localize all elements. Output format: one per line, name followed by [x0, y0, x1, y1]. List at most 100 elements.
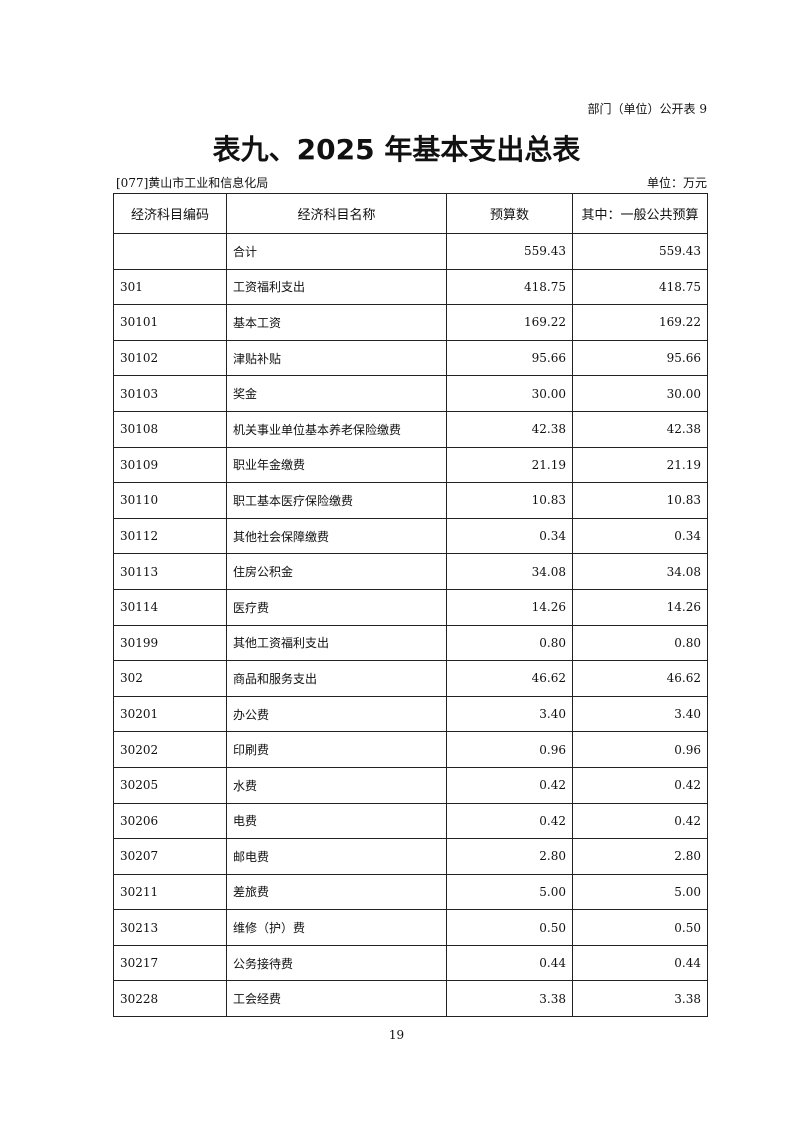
cell-code [113, 233, 227, 270]
cell-code: 30113 [113, 553, 227, 590]
table-row: 30108 机关事业单位基本养老保险缴费 42.38 42.38 [113, 410, 708, 448]
header-general-budget: 其中：一般公共预算 [572, 193, 708, 234]
cell-budget: 30.00 [446, 375, 573, 412]
cell-code: 30202 [113, 731, 227, 768]
cell-budget: 0.42 [446, 802, 573, 840]
cell-code: 30108 [113, 410, 227, 448]
cell-general-budget: 42.38 [572, 410, 708, 448]
cell-code: 30103 [113, 375, 227, 412]
cell-budget: 5.00 [446, 873, 573, 911]
table-row: 30103 奖金 30.00 30.00 [113, 375, 708, 412]
cell-code: 30110 [113, 482, 227, 519]
table-row: 30112 其他社会保障缴费 0.34 0.34 [113, 517, 708, 555]
cell-code: 30109 [113, 446, 227, 484]
cell-budget: 559.43 [446, 233, 573, 270]
cell-name: 邮电费 [226, 838, 447, 875]
table-row: 30113 住房公积金 34.08 34.08 [113, 553, 708, 590]
cell-general-budget: 0.42 [572, 802, 708, 840]
table-row: 30110 职工基本医疗保险缴费 10.83 10.83 [113, 482, 708, 519]
table-row: 30228 工会经费 3.38 3.38 [113, 980, 708, 1018]
cell-name: 机关事业单位基本养老保险缴费 [226, 410, 447, 448]
cell-name: 住房公积金 [226, 553, 447, 590]
table-row: 30217 公务接待费 0.44 0.44 [113, 944, 708, 982]
table-row: 30207 邮电费 2.80 2.80 [113, 838, 708, 875]
cell-budget: 0.50 [446, 909, 573, 946]
cell-code: 30102 [113, 339, 227, 377]
table-row: 30206 电费 0.42 0.42 [113, 802, 708, 840]
cell-name: 商品和服务支出 [226, 660, 447, 697]
cell-general-budget: 0.96 [572, 731, 708, 768]
cell-name: 其他社会保障缴费 [226, 517, 447, 555]
cell-budget: 418.75 [446, 268, 573, 306]
cell-code: 30101 [113, 304, 227, 341]
cell-name: 办公费 [226, 695, 447, 733]
cell-code: 30199 [113, 624, 227, 662]
table-row: 30201 办公费 3.40 3.40 [113, 695, 708, 733]
table-row: 30199 其他工资福利支出 0.80 0.80 [113, 624, 708, 662]
cell-code: 30205 [113, 766, 227, 804]
table-header-row: 经济科目编码 经济科目名称 预算数 其中：一般公共预算 [113, 193, 708, 234]
cell-budget: 2.80 [446, 838, 573, 875]
table-row: 302 商品和服务支出 46.62 46.62 [113, 660, 708, 697]
cell-general-budget: 0.50 [572, 909, 708, 946]
header-name: 经济科目名称 [226, 193, 447, 234]
cell-general-budget: 3.40 [572, 695, 708, 733]
table-row: 301 工资福利支出 418.75 418.75 [113, 268, 708, 306]
cell-general-budget: 3.38 [572, 980, 708, 1018]
cell-name: 其他工资福利支出 [226, 624, 447, 662]
cell-general-budget: 0.34 [572, 517, 708, 555]
cell-general-budget: 0.80 [572, 624, 708, 662]
cell-general-budget: 169.22 [572, 304, 708, 341]
cell-general-budget: 46.62 [572, 660, 708, 697]
cell-budget: 14.26 [446, 588, 573, 626]
basic-expenditure-table: 经济科目编码 经济科目名称 预算数 其中：一般公共预算 合计 559.43 559.… [113, 193, 708, 1018]
cell-name: 工资福利支出 [226, 268, 447, 306]
cell-budget: 95.66 [446, 339, 573, 377]
table-row: 30102 津贴补贴 95.66 95.66 [113, 339, 708, 377]
cell-budget: 169.22 [446, 304, 573, 341]
table-row: 30211 差旅费 5.00 5.00 [113, 873, 708, 911]
cell-budget: 0.42 [446, 766, 573, 804]
cell-code: 30217 [113, 944, 227, 982]
table-row: 30109 职业年金缴费 21.19 21.19 [113, 446, 708, 484]
cell-name: 差旅费 [226, 873, 447, 911]
cell-code: 30228 [113, 980, 227, 1018]
cell-name: 水费 [226, 766, 447, 804]
table-row: 30205 水费 0.42 0.42 [113, 766, 708, 804]
cell-general-budget: 10.83 [572, 482, 708, 519]
cell-general-budget: 0.44 [572, 944, 708, 982]
cell-name: 印刷费 [226, 731, 447, 768]
header-budget: 预算数 [446, 193, 573, 234]
cell-name: 合计 [226, 233, 447, 270]
table-row: 30213 维修（护）费 0.50 0.50 [113, 909, 708, 946]
cell-name: 职工基本医疗保险缴费 [226, 482, 447, 519]
cell-code: 302 [113, 660, 227, 697]
cell-code: 301 [113, 268, 227, 306]
cell-name: 职业年金缴费 [226, 446, 447, 484]
cell-general-budget: 95.66 [572, 339, 708, 377]
cell-code: 30213 [113, 909, 227, 946]
cell-general-budget: 21.19 [572, 446, 708, 484]
cell-general-budget: 34.08 [572, 553, 708, 590]
table-row: 合计 559.43 559.43 [113, 233, 708, 270]
cell-code: 30112 [113, 517, 227, 555]
table-row: 30114 医疗费 14.26 14.26 [113, 588, 708, 626]
page-title: 表九、2025 年基本支出总表 [212, 133, 581, 166]
cell-budget: 46.62 [446, 660, 573, 697]
header-code: 经济科目编码 [113, 193, 227, 234]
cell-budget: 3.38 [446, 980, 573, 1018]
cell-general-budget: 14.26 [572, 588, 708, 626]
unit-label: 单位：万元 [646, 176, 707, 190]
cell-code: 30211 [113, 873, 227, 911]
cell-budget: 34.08 [446, 553, 573, 590]
cell-name: 奖金 [226, 375, 447, 412]
cell-code: 30207 [113, 838, 227, 875]
cell-budget: 0.80 [446, 624, 573, 662]
organization-name: [077]黄山市工业和信息化局 [116, 176, 269, 190]
cell-budget: 3.40 [446, 695, 573, 733]
cell-budget: 10.83 [446, 482, 573, 519]
cell-budget: 0.96 [446, 731, 573, 768]
cell-code: 30201 [113, 695, 227, 733]
cell-name: 医疗费 [226, 588, 447, 626]
cell-general-budget: 418.75 [572, 268, 708, 306]
